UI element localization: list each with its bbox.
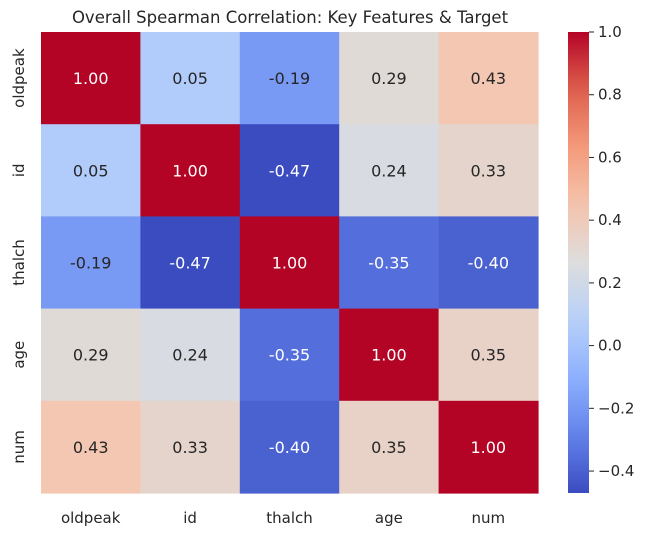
heatmap-cell bbox=[438, 124, 539, 217]
colorbar-tick-label: 0.4 bbox=[598, 211, 622, 229]
cell-value-label: 0.29 bbox=[73, 346, 109, 365]
heatmap-cell bbox=[438, 308, 539, 402]
heatmap-cell bbox=[41, 308, 141, 402]
y-tick-label: age bbox=[10, 341, 28, 369]
cell-value-label: -0.19 bbox=[269, 69, 310, 88]
heatmap-cell bbox=[41, 216, 141, 310]
heatmap-cell bbox=[339, 308, 440, 402]
heatmap-cell bbox=[140, 124, 241, 217]
cell-value-label: 0.05 bbox=[172, 69, 208, 88]
colorbar-tick-label: 0.6 bbox=[598, 148, 622, 166]
cell-value-label: 0.35 bbox=[371, 438, 407, 457]
y-tick-label: num bbox=[10, 430, 28, 464]
heatmap-cell bbox=[239, 216, 340, 310]
colorbar-tick-label: 0.8 bbox=[598, 86, 622, 104]
cell-value-label: -0.35 bbox=[368, 254, 409, 273]
colorbar-tick-label: −0.2 bbox=[598, 399, 634, 417]
heatmap-cell bbox=[339, 400, 440, 494]
colorbar bbox=[568, 32, 589, 493]
cell-value-label: 1.00 bbox=[73, 69, 109, 88]
colorbar-tick-label: −0.4 bbox=[598, 462, 634, 480]
heatmap-cell bbox=[239, 32, 340, 125]
y-tick-label: oldpeak bbox=[10, 48, 28, 108]
heatmap-cell bbox=[140, 32, 241, 125]
cell-value-label: -0.19 bbox=[70, 254, 111, 273]
cell-value-label: 0.33 bbox=[172, 438, 208, 457]
heatmap-cell bbox=[438, 32, 539, 125]
cell-value-label: 0.29 bbox=[371, 69, 407, 88]
cell-value-label: -0.47 bbox=[169, 254, 210, 273]
colorbar-tick-label: 0.0 bbox=[598, 337, 622, 355]
heatmap-cell bbox=[41, 32, 141, 125]
cell-value-label: -0.35 bbox=[269, 346, 310, 365]
cell-value-label: -0.47 bbox=[269, 161, 310, 180]
x-tick-label: thalch bbox=[266, 509, 313, 527]
y-axis-tick-labels: oldpeak id thalch age num bbox=[10, 48, 28, 464]
cell-value-label: -0.40 bbox=[269, 438, 310, 457]
heatmap-cell bbox=[41, 124, 141, 217]
colorbar-ticks: 1.0 0.8 0.6 0.4 0.2 0.0 −0.2 −0.4 bbox=[589, 23, 634, 480]
chart-title: Overall Spearman Correlation: Key Featur… bbox=[72, 8, 509, 27]
heatmap-cell bbox=[339, 124, 440, 217]
cell-value-label: 0.24 bbox=[371, 161, 407, 180]
x-tick-label: oldpeak bbox=[61, 509, 121, 527]
x-tick-label: id bbox=[183, 509, 197, 527]
cell-value-label: 0.24 bbox=[172, 346, 208, 365]
cell-value-label: 0.35 bbox=[470, 346, 506, 365]
cell-value-label: -0.40 bbox=[468, 254, 509, 273]
x-tick-label: age bbox=[375, 509, 403, 527]
heatmap-cell bbox=[41, 400, 141, 494]
cell-value-label: 1.00 bbox=[272, 254, 308, 273]
heatmap-cell bbox=[140, 308, 241, 402]
cell-value-label: 1.00 bbox=[470, 438, 506, 457]
heatmap-cell bbox=[140, 400, 241, 494]
heatmap-cell bbox=[438, 216, 539, 310]
heatmap-cell bbox=[339, 32, 440, 125]
heatmap-cell bbox=[438, 400, 539, 494]
cell-value-label: 1.00 bbox=[371, 346, 407, 365]
cell-value-label: 0.43 bbox=[470, 69, 506, 88]
colorbar-tick-label: 1.0 bbox=[598, 23, 622, 41]
heatmap-cell bbox=[239, 124, 340, 217]
cell-value-label: 0.33 bbox=[470, 161, 506, 180]
x-axis-tick-labels: oldpeak id thalch age num bbox=[61, 509, 505, 527]
cell-value-label: 1.00 bbox=[172, 161, 208, 180]
heatmap-cell bbox=[239, 308, 340, 402]
heatmap-cell bbox=[339, 216, 440, 310]
heatmap-cell bbox=[239, 400, 340, 494]
heatmap-cells: 1.00 0.05 -0.19 0.29 0.43 0.05 1.00 -0.47 0.24 0.… bbox=[41, 32, 539, 494]
cell-value-label: 0.05 bbox=[73, 161, 109, 180]
colorbar-tick-label: 0.2 bbox=[598, 274, 622, 292]
y-tick-label: id bbox=[10, 163, 28, 177]
y-tick-label: thalch bbox=[10, 239, 28, 286]
heatmap-cell bbox=[140, 216, 241, 310]
x-tick-label: num bbox=[471, 509, 505, 527]
cell-value-label: 0.43 bbox=[73, 438, 109, 457]
